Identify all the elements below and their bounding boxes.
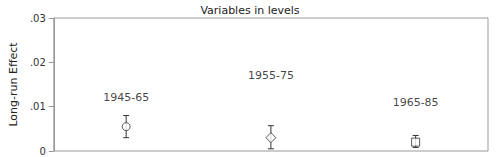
svg-text:.03: .03 [30, 13, 46, 24]
svg-text:.01: .01 [30, 101, 46, 112]
svg-text:1955-75: 1955-75 [248, 69, 294, 82]
svg-text:Variables in levels: Variables in levels [200, 4, 299, 17]
svg-text:0: 0 [39, 146, 45, 157]
svg-text:Long-run Effect: Long-run Effect [7, 42, 20, 127]
svg-text:1945-65: 1945-65 [103, 91, 149, 104]
svg-text:.02: .02 [30, 57, 46, 68]
svg-text:1965-85: 1965-85 [393, 96, 439, 109]
